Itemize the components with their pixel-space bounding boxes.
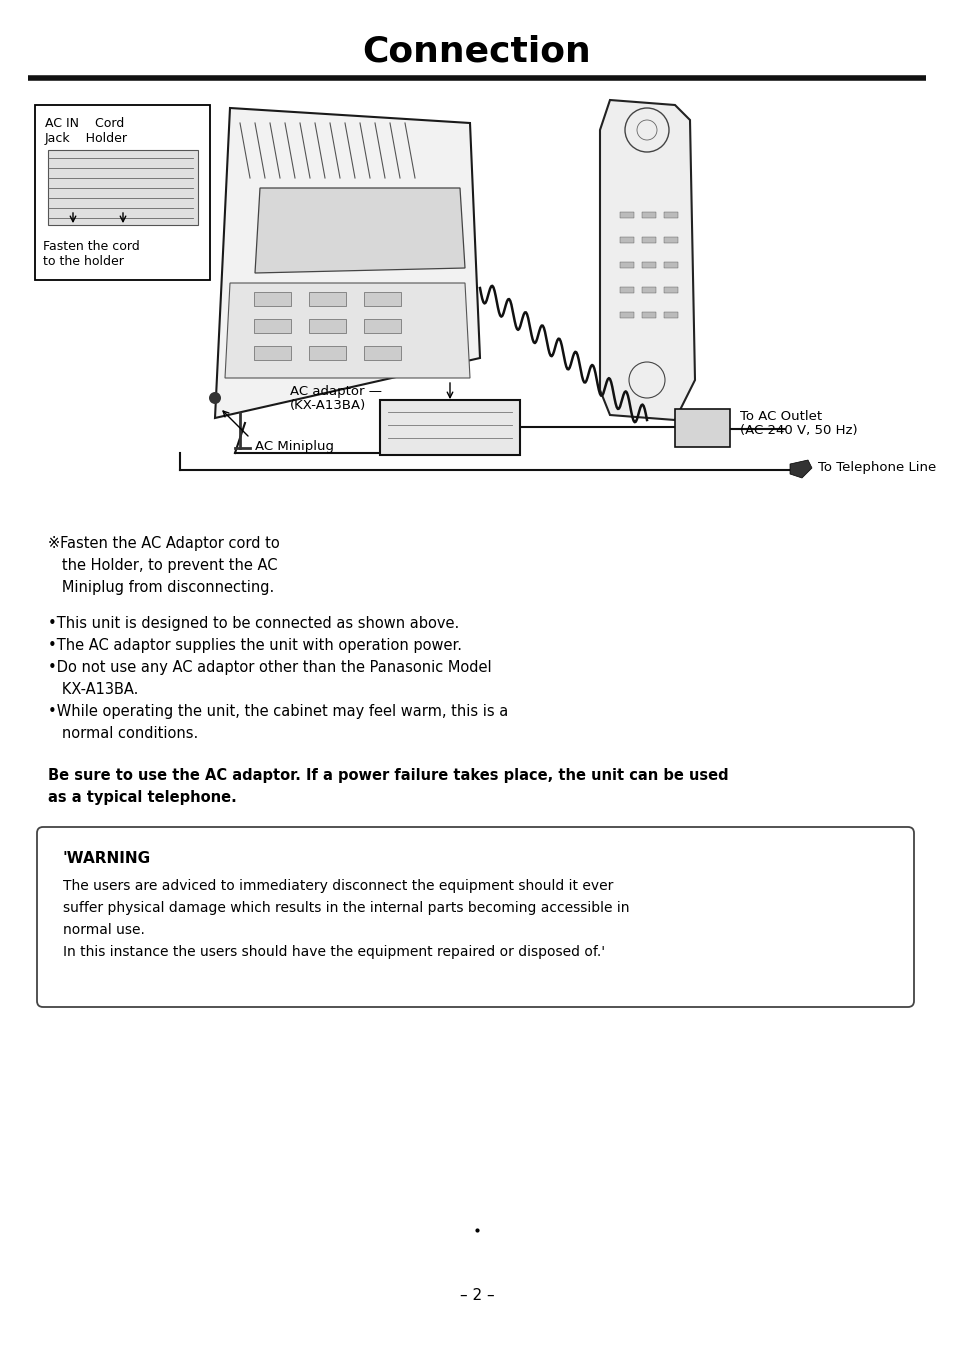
Bar xyxy=(641,312,656,318)
Text: normal use.: normal use. xyxy=(63,923,145,938)
Bar xyxy=(641,212,656,219)
Bar xyxy=(619,237,634,243)
Bar xyxy=(663,212,678,219)
Polygon shape xyxy=(48,150,198,225)
Text: AC adaptor —: AC adaptor — xyxy=(290,384,381,398)
Text: suffer physical damage which results in the internal parts becoming accessible i: suffer physical damage which results in … xyxy=(63,901,629,915)
Bar xyxy=(663,312,678,318)
Text: (AC 240 V, 50 Hz): (AC 240 V, 50 Hz) xyxy=(740,424,857,437)
Circle shape xyxy=(209,393,221,403)
FancyBboxPatch shape xyxy=(309,291,346,306)
Polygon shape xyxy=(214,108,479,418)
FancyBboxPatch shape xyxy=(253,345,291,360)
Text: Be sure to use the AC adaptor. If a power failure takes place, the unit can be u: Be sure to use the AC adaptor. If a powe… xyxy=(48,768,728,782)
FancyBboxPatch shape xyxy=(253,318,291,333)
FancyBboxPatch shape xyxy=(364,318,400,333)
FancyBboxPatch shape xyxy=(364,291,400,306)
Text: To AC Outlet: To AC Outlet xyxy=(740,410,821,424)
FancyBboxPatch shape xyxy=(309,318,346,333)
Polygon shape xyxy=(789,460,811,478)
Text: ※Fasten the AC Adaptor cord to: ※Fasten the AC Adaptor cord to xyxy=(48,536,279,550)
Text: AC Miniplug: AC Miniplug xyxy=(254,440,334,453)
Text: •The AC adaptor supplies the unit with operation power.: •The AC adaptor supplies the unit with o… xyxy=(48,638,461,653)
FancyBboxPatch shape xyxy=(675,409,729,447)
Text: Connection: Connection xyxy=(362,35,591,69)
Text: – 2 –: – 2 – xyxy=(459,1287,494,1303)
Bar xyxy=(663,287,678,293)
Text: as a typical telephone.: as a typical telephone. xyxy=(48,791,236,805)
Text: Fasten the cord: Fasten the cord xyxy=(43,240,139,254)
Text: The users are adviced to immediatery disconnect the equipment should it ever: The users are adviced to immediatery dis… xyxy=(63,880,613,893)
Text: the Holder, to prevent the AC: the Holder, to prevent the AC xyxy=(48,558,277,573)
FancyBboxPatch shape xyxy=(253,291,291,306)
Text: To Telephone Line: To Telephone Line xyxy=(817,460,935,473)
Bar xyxy=(663,262,678,268)
FancyBboxPatch shape xyxy=(37,827,913,1006)
Text: (KX-A13BA): (KX-A13BA) xyxy=(290,399,366,411)
Text: •Do not use any AC adaptor other than the Panasonic Model: •Do not use any AC adaptor other than th… xyxy=(48,660,491,674)
Bar xyxy=(641,287,656,293)
Text: to the holder: to the holder xyxy=(43,255,124,268)
FancyBboxPatch shape xyxy=(309,345,346,360)
Text: Jack    Holder: Jack Holder xyxy=(45,132,128,144)
Bar xyxy=(619,262,634,268)
Bar xyxy=(641,262,656,268)
Text: •This unit is designed to be connected as shown above.: •This unit is designed to be connected a… xyxy=(48,616,458,631)
Polygon shape xyxy=(225,283,470,378)
Bar xyxy=(619,287,634,293)
Bar xyxy=(619,312,634,318)
Polygon shape xyxy=(254,188,464,272)
FancyBboxPatch shape xyxy=(379,401,519,455)
Polygon shape xyxy=(599,100,695,420)
Text: •While operating the unit, the cabinet may feel warm, this is a: •While operating the unit, the cabinet m… xyxy=(48,704,508,719)
FancyBboxPatch shape xyxy=(35,105,210,281)
Bar xyxy=(663,237,678,243)
Text: In this instance the users should have the equipment repaired or disposed of.': In this instance the users should have t… xyxy=(63,946,604,959)
Text: 'WARNING: 'WARNING xyxy=(63,851,151,866)
Bar xyxy=(619,212,634,219)
Bar xyxy=(641,237,656,243)
Text: KX-A13BA.: KX-A13BA. xyxy=(48,683,138,697)
Text: AC IN    Cord: AC IN Cord xyxy=(45,117,124,130)
FancyBboxPatch shape xyxy=(364,345,400,360)
Text: Miniplug from disconnecting.: Miniplug from disconnecting. xyxy=(48,580,274,595)
Text: normal conditions.: normal conditions. xyxy=(48,726,198,741)
